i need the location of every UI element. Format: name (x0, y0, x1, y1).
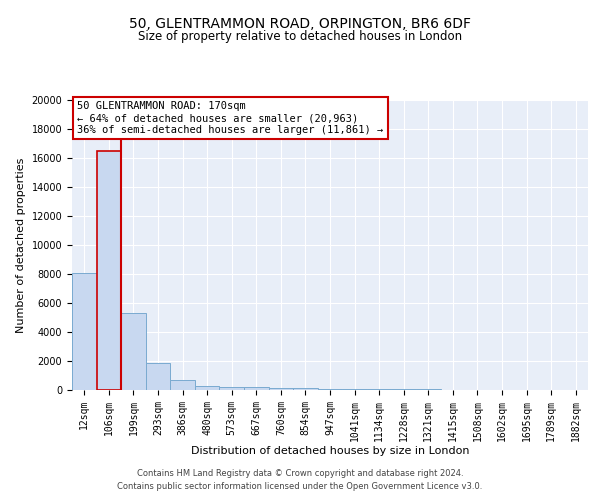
Text: Contains public sector information licensed under the Open Government Licence v3: Contains public sector information licen… (118, 482, 482, 491)
Bar (244, 387, 269, 390)
Text: 50, GLENTRAMMON ROAD, ORPINGTON, BR6 6DF: 50, GLENTRAMMON ROAD, ORPINGTON, BR6 6DF (129, 18, 471, 32)
Bar (293, 388, 318, 390)
Bar (170, 380, 195, 390)
Bar (367, 389, 391, 390)
Bar (220, 387, 244, 390)
X-axis label: Distribution of detached houses by size in London: Distribution of detached houses by size … (191, 446, 469, 456)
Bar (342, 389, 367, 390)
Bar (121, 313, 146, 390)
Bar (72, 272, 97, 390)
Bar (97, 151, 121, 390)
Bar (146, 363, 170, 390)
Bar (269, 388, 293, 390)
Bar (318, 388, 342, 390)
Y-axis label: Number of detached properties: Number of detached properties (16, 158, 26, 332)
Bar (195, 386, 220, 390)
Text: Size of property relative to detached houses in London: Size of property relative to detached ho… (138, 30, 462, 43)
Text: Contains HM Land Registry data © Crown copyright and database right 2024.: Contains HM Land Registry data © Crown c… (137, 468, 463, 477)
Text: 50 GLENTRAMMON ROAD: 170sqm
← 64% of detached houses are smaller (20,963)
36% of: 50 GLENTRAMMON ROAD: 170sqm ← 64% of det… (77, 102, 383, 134)
